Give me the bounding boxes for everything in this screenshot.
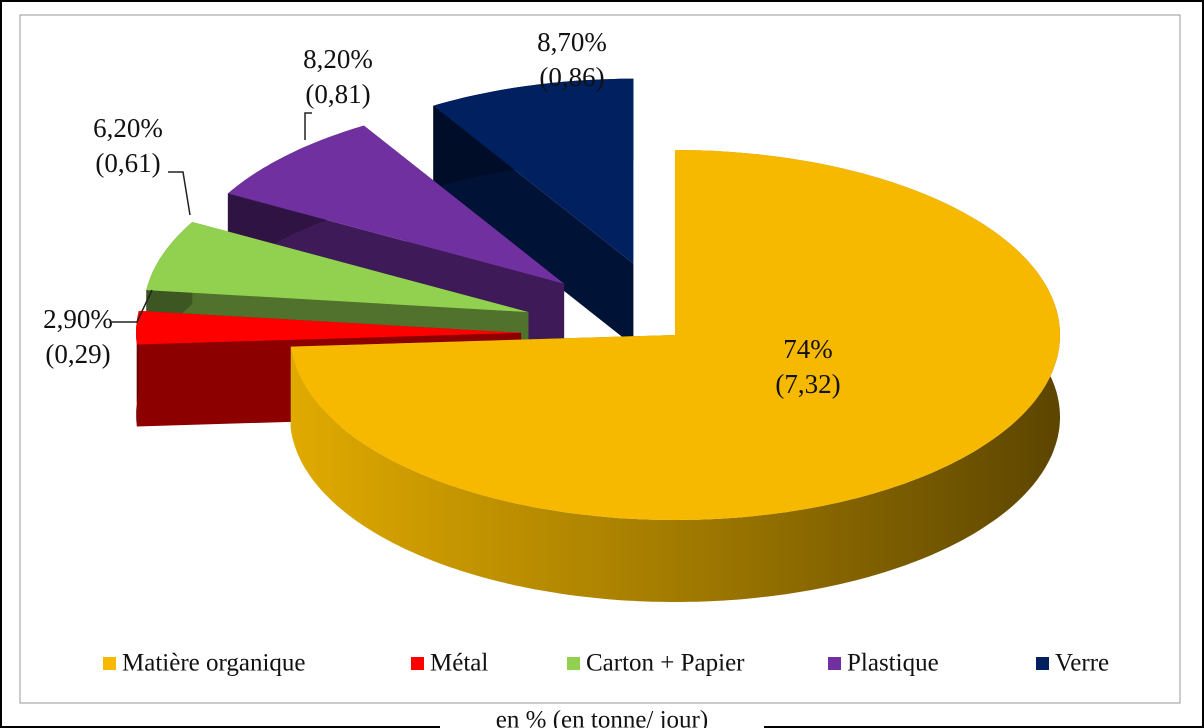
data-label-tonnes: (0,81)	[305, 79, 370, 109]
leader-line	[112, 289, 153, 323]
caption: en % (en tonne/ jour)	[496, 707, 708, 728]
legend-label: Carton + Papier	[586, 650, 745, 677]
data-label-tonnes: (7,32)	[775, 369, 840, 399]
legend-label: Métal	[430, 650, 488, 677]
slice-top	[146, 222, 529, 313]
legend-swatch	[103, 657, 116, 670]
slice	[290, 150, 1060, 602]
slice-top	[290, 150, 1060, 520]
slice	[433, 78, 634, 346]
data-label: 6,20%	[93, 113, 163, 143]
legend-swatch	[828, 657, 841, 670]
legend-swatch	[411, 657, 424, 670]
pie: 74% (7,32) 2,90% (0,29) 6,20% (0,61) 8,20% (0,8…	[43, 27, 1060, 602]
legend-swatch	[1036, 657, 1049, 670]
data-label: 8,20%	[303, 44, 373, 74]
slice-top	[433, 78, 634, 264]
slice-top	[227, 125, 565, 284]
data-label: 8,70%	[537, 27, 607, 57]
data-label: 2,90%	[43, 304, 113, 334]
legend-swatch	[567, 657, 580, 670]
data-label-tonnes: (0,86)	[539, 62, 604, 92]
data-label-tonnes: (0,61)	[95, 148, 160, 178]
data-label-tonnes: (0,29)	[45, 339, 110, 369]
slice-top	[136, 310, 522, 345]
caption-bg	[440, 708, 764, 728]
leader-line	[168, 171, 191, 216]
legend: Matière organique Métal Carton + Papier Pla…	[103, 650, 1109, 677]
leader-line	[304, 112, 312, 140]
legend-label: Plastique	[847, 650, 939, 677]
data-label: 74%	[783, 334, 833, 364]
legend-label: Verre	[1055, 650, 1109, 677]
legend-label: Matière organique	[122, 650, 306, 677]
